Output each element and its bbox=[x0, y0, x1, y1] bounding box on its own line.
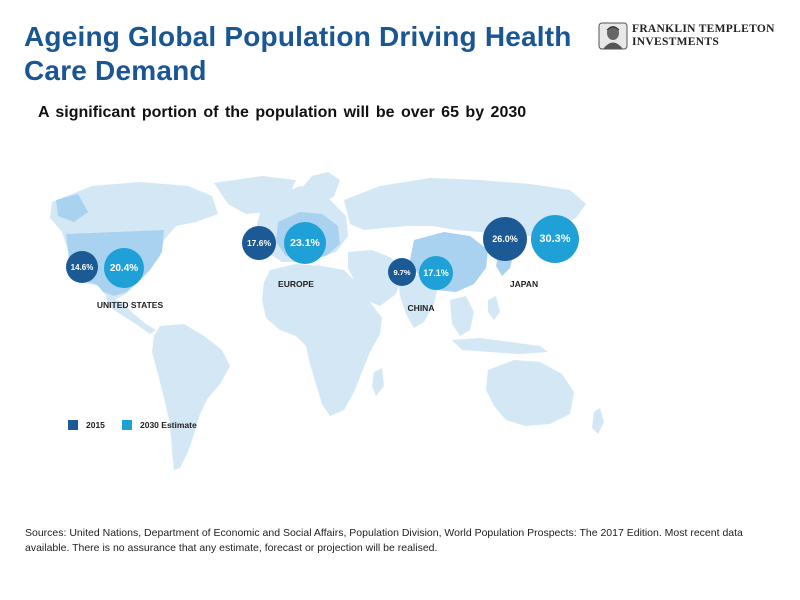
label-china: CHINA bbox=[407, 303, 435, 313]
south-america-shape bbox=[152, 324, 230, 470]
us-2030-bubble: 20.4% bbox=[104, 248, 144, 288]
japan-2030-bubble: 30.3% bbox=[531, 215, 579, 263]
new-zealand-shape bbox=[592, 408, 604, 434]
legend-item-2015: 2015 bbox=[68, 420, 105, 430]
north-asia-shape bbox=[344, 178, 586, 236]
europe-2015-bubble: 17.6% bbox=[242, 226, 276, 260]
us-2015-bubble: 14.6% bbox=[66, 251, 98, 283]
madagascar-shape bbox=[372, 368, 384, 396]
europe-2030-bubble: 23.1% bbox=[284, 222, 326, 264]
legend-swatch-2030 bbox=[122, 420, 132, 430]
legend-swatch-2015 bbox=[68, 420, 78, 430]
label-japan: JAPAN bbox=[509, 279, 539, 289]
logo-line-1: FRANKLIN TEMPLETON bbox=[632, 23, 775, 35]
philippines-shape bbox=[488, 296, 500, 320]
middle-east-shape bbox=[348, 250, 402, 306]
alaska-highlight bbox=[56, 194, 88, 222]
china-2030-bubble: 17.1% bbox=[419, 256, 453, 290]
scandinavia-shape bbox=[300, 172, 340, 206]
southeast-asia-shape bbox=[450, 296, 474, 336]
china-2015-bubble: 9.7% bbox=[388, 258, 416, 286]
africa-shape bbox=[262, 264, 382, 416]
central-america-shape bbox=[106, 296, 156, 334]
label-europe: EUROPE bbox=[278, 279, 314, 289]
legend-label-2030: 2030 Estimate bbox=[140, 420, 197, 430]
subtitle: A significant portion of the population … bbox=[38, 104, 527, 121]
label-united-states: UNITED STATES bbox=[96, 300, 164, 310]
australia-shape bbox=[486, 360, 574, 426]
legend-label-2015: 2015 bbox=[86, 420, 105, 430]
sources-footnote: Sources: United Nations, Department of E… bbox=[25, 527, 743, 554]
legend-item-2030: 2030 Estimate bbox=[122, 420, 197, 430]
franklin-templeton-logo: FRANKLIN TEMPLETON INVESTMENTS bbox=[598, 22, 788, 52]
logo-line-2: INVESTMENTS bbox=[632, 36, 720, 48]
page-title: Ageing Global Population Driving Health … bbox=[24, 21, 572, 86]
portrait-emblem-icon bbox=[598, 22, 628, 50]
japan-2015-bubble: 26.0% bbox=[483, 217, 527, 261]
indonesia-shape bbox=[452, 338, 548, 354]
